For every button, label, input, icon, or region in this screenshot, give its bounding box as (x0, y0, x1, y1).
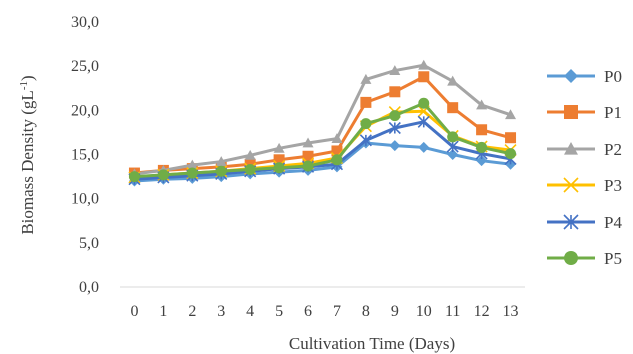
x-tick-label: 13 (503, 303, 519, 320)
legend: P0 P1 P2 P3 P4 P5 (547, 67, 622, 268)
data-point-p1 (418, 71, 430, 83)
x-tick-label: 4 (246, 303, 254, 320)
data-point-p5 (331, 154, 343, 166)
x-tick-label: 10 (416, 303, 432, 320)
data-point-p5 (360, 118, 372, 130)
data-point-p1 (476, 124, 488, 136)
data-point-p1 (389, 86, 401, 98)
data-point-p2 (360, 73, 372, 84)
legend-marker-p2 (564, 142, 578, 155)
x-axis-title: Cultivation Time (Days) (289, 334, 455, 353)
y-tick-label: 15,0 (71, 147, 99, 164)
x-tick-label: 2 (188, 303, 196, 320)
x-tick-label: 11 (445, 303, 460, 320)
data-point-p2 (273, 142, 285, 153)
legend-item-p4: P4 (547, 213, 622, 232)
data-point-p2 (389, 65, 401, 75)
x-tick-label: 1 (159, 303, 167, 320)
series-p5 (128, 97, 517, 183)
legend-item-p0: P0 (547, 67, 622, 86)
data-point-p5 (157, 169, 169, 181)
y-axis-title-main: Biomass Density (gL (18, 90, 37, 235)
legend-label: P3 (604, 176, 622, 195)
x-tick-label: 8 (362, 303, 370, 320)
y-tick-label: 20,0 (71, 102, 99, 119)
x-axis-tick-labels: 0 1 2 3 4 5 6 7 8 9 10 11 12 13 (130, 303, 518, 320)
data-point-p1 (273, 154, 285, 166)
data-point-p2 (476, 99, 488, 110)
data-point-p2 (418, 59, 430, 70)
legend-label: P0 (604, 67, 622, 86)
legend-label: P2 (604, 140, 622, 159)
series-line-p1 (134, 75, 511, 175)
data-point-p4 (388, 121, 401, 135)
legend-item-p2: P2 (547, 140, 622, 159)
y-tick-label: 25,0 (71, 58, 99, 75)
legend-marker-p4 (563, 214, 579, 230)
legend-item-p3: P3 (547, 176, 622, 195)
data-point-p2 (447, 75, 459, 86)
data-point-p0 (476, 155, 488, 167)
data-point-p0 (447, 149, 459, 160)
legend-item-p1: P1 (547, 103, 622, 122)
data-point-p5 (128, 171, 140, 183)
data-point-p2 (331, 133, 343, 143)
data-point-p1 (505, 132, 517, 144)
data-point-p5 (476, 141, 488, 153)
y-tick-label: 30,0 (71, 14, 99, 31)
y-axis-title-close: ) (18, 75, 37, 81)
legend-label: P1 (604, 103, 622, 122)
y-tick-label: 0,0 (79, 279, 99, 296)
legend-item-p5: P5 (547, 249, 622, 268)
y-axis-tick-labels: 0,0 5,0 10,0 15,0 20,0 25,0 30,0 (71, 14, 99, 296)
data-point-p4 (417, 115, 430, 128)
data-point-p2 (505, 109, 517, 120)
data-point-p4 (359, 134, 372, 147)
legend-label: P4 (604, 213, 622, 232)
data-point-p2 (186, 159, 198, 170)
y-tick-label: 5,0 (79, 235, 99, 252)
x-tick-label: 7 (333, 303, 341, 320)
data-point-p5 (505, 148, 517, 160)
data-point-p5 (273, 162, 285, 174)
data-point-p1 (331, 145, 343, 157)
y-axis-title-unit-exponent: -1 (18, 81, 30, 90)
data-point-p2 (302, 137, 314, 148)
data-point-p5 (418, 97, 430, 109)
series-layer (128, 59, 517, 187)
x-tick-label: 5 (275, 303, 283, 320)
legend-label: P5 (604, 249, 622, 268)
data-point-p1 (447, 102, 459, 114)
data-point-p5 (302, 160, 314, 172)
x-tick-label: 12 (474, 303, 490, 320)
data-point-p1 (302, 150, 314, 162)
data-point-p2 (215, 156, 227, 166)
series-line-p2 (134, 63, 512, 176)
data-point-p5 (244, 164, 256, 176)
legend-marker-p1 (564, 105, 578, 119)
x-tick-label: 6 (304, 303, 312, 320)
legend-marker-p5 (564, 251, 578, 265)
data-point-p5 (389, 110, 401, 122)
y-tick-label: 10,0 (71, 191, 99, 208)
legend-marker-p0 (564, 69, 578, 83)
data-point-p5 (447, 131, 459, 143)
y-axis-title: Biomass Density (gL-1) (18, 75, 37, 234)
data-point-p1 (360, 96, 372, 108)
data-point-p0 (389, 140, 401, 152)
legend-marker-p3 (563, 177, 579, 193)
data-point-p0 (418, 141, 430, 153)
x-tick-label: 0 (130, 303, 138, 320)
data-point-p5 (215, 165, 227, 177)
x-tick-label: 3 (217, 303, 225, 320)
data-point-p5 (186, 167, 198, 179)
data-point-p2 (244, 149, 256, 160)
x-tick-label: 9 (391, 303, 399, 320)
data-point-p4 (446, 140, 459, 153)
